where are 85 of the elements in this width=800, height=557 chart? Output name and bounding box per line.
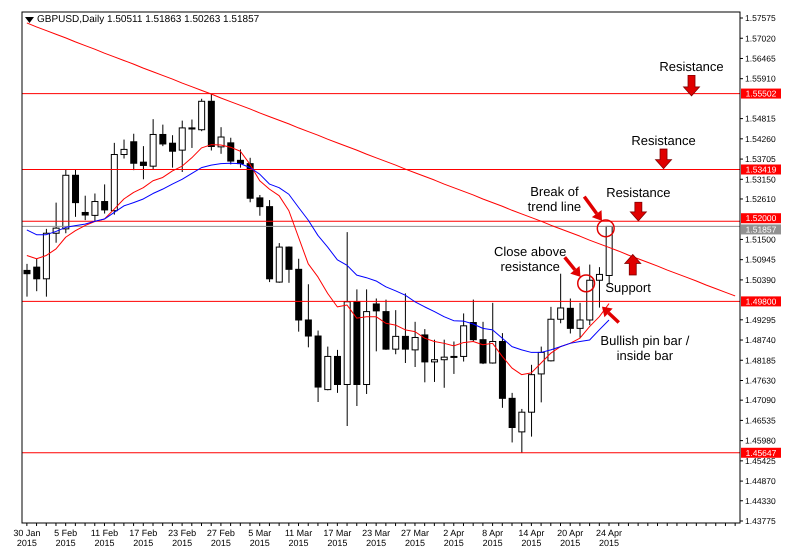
x-tick-label: 23 Feb 2015	[168, 528, 196, 548]
y-tick-label: 1.44870	[745, 476, 776, 486]
x-tick-label: 30 Jan 2015	[13, 528, 40, 548]
annotation: Break of trend line	[526, 184, 582, 214]
candlestick	[557, 273, 564, 324]
candlestick	[470, 299, 477, 342]
y-tick-label: 1.50390	[745, 274, 776, 285]
annotation: Close above resistance	[493, 244, 568, 274]
x-tick-label: 5 Mar 2015	[248, 528, 272, 548]
candlestick	[130, 133, 138, 171]
candlestick	[566, 298, 574, 334]
candlestick	[440, 339, 448, 388]
annotation: Bullish pin bar / inside bar	[599, 332, 690, 363]
candlestick	[402, 292, 409, 364]
x-tick-label: 8 Apr 2015	[482, 528, 504, 548]
y-tick-label: 1.53150	[745, 174, 776, 184]
x-tick-label: 5 Feb 2015	[54, 528, 78, 548]
x-tick-label: 24 Apr 2015	[596, 528, 622, 548]
candlestick	[101, 184, 108, 214]
candlestick	[576, 302, 584, 339]
candlestick	[188, 119, 196, 148]
y-tick-label: 1.57020	[745, 33, 776, 44]
candlestick	[285, 246, 292, 284]
ref-line-label: 1.49800	[746, 296, 777, 306]
y-tick-label: 1.47090	[745, 395, 776, 406]
annotation: Resistance	[630, 133, 697, 148]
annotation: Resistance	[658, 58, 725, 74]
candlestick	[372, 298, 380, 352]
ref-line-label: 1.55502	[746, 88, 777, 99]
y-tick-label: 1.46535	[745, 415, 776, 426]
x-tick-label: 20 Apr 2015	[557, 528, 584, 548]
y-tick-label: 1.43775	[745, 516, 776, 526]
x-tick-label: 17 Feb 2015	[129, 528, 158, 548]
candlestick	[120, 139, 128, 160]
y-tick-label: 1.52610	[745, 194, 776, 204]
y-tick-label: 1.57575	[745, 13, 776, 24]
y-tick-label: 1.45425	[745, 456, 776, 466]
x-tick-label: 11 Feb 2015	[90, 528, 118, 548]
candlestick	[538, 346, 545, 403]
x-tick-label: 2 Apr 2015	[443, 528, 464, 548]
candlestick	[91, 193, 98, 222]
y-tick-label: 1.53705	[745, 154, 776, 164]
y-tick-label: 1.51500	[745, 234, 776, 244]
candlestick	[480, 321, 487, 365]
x-tick-label: 27 Feb 2015	[206, 528, 235, 548]
candlestick	[218, 126, 225, 154]
candlestick	[518, 408, 526, 454]
candlestick	[450, 340, 458, 374]
y-tick-label: 1.45980	[745, 436, 776, 446]
y-tick-label: 1.49295	[745, 314, 776, 325]
candlestick	[227, 137, 234, 165]
x-tick-label: 17 Mar 2015	[323, 528, 352, 548]
candlestick	[392, 310, 400, 355]
x-tick-label: 23 Mar 2015	[362, 528, 390, 548]
candlestick	[256, 194, 264, 216]
candlestick	[489, 302, 496, 364]
candlestick	[304, 284, 312, 348]
y-tick-label: 1.56465	[745, 53, 776, 64]
y-tick-label: 1.54815	[745, 114, 776, 124]
candlestick	[412, 321, 419, 368]
ref-line-label: 1.51857	[746, 224, 777, 234]
candlestick	[159, 124, 166, 147]
x-tick-label: 27 Mar 2015	[400, 528, 429, 548]
candlestick	[82, 195, 89, 221]
y-tick-label: 1.50945	[745, 254, 776, 265]
candlestick	[596, 266, 603, 308]
ref-line-label: 1.52000	[746, 213, 777, 224]
y-tick-label: 1.47630	[745, 376, 776, 386]
ref-line-label: 1.53419	[746, 164, 777, 174]
y-tick-label: 1.54260	[745, 134, 776, 144]
ref-line-label: 1.45647	[746, 448, 777, 458]
candlestick	[431, 339, 438, 382]
y-tick-label: 1.44330	[745, 496, 776, 506]
y-tick-label: 1.48740	[745, 335, 776, 346]
chart-title: GBPUSD,Daily 1.50511 1.51863 1.50263 1.51857	[37, 14, 260, 25]
candlestick	[178, 120, 186, 173]
y-tick-label: 1.48185	[745, 355, 776, 366]
candlestick	[33, 258, 40, 292]
x-tick-label: 11 Mar 2015	[284, 528, 312, 548]
candlestick	[169, 134, 176, 168]
y-tick-label: 1.55910	[745, 74, 776, 84]
annotation: Support	[604, 280, 652, 295]
candlestick	[140, 146, 147, 180]
annotation: Resistance	[605, 185, 672, 200]
x-tick-label: 14 Apr 2015	[518, 528, 544, 548]
